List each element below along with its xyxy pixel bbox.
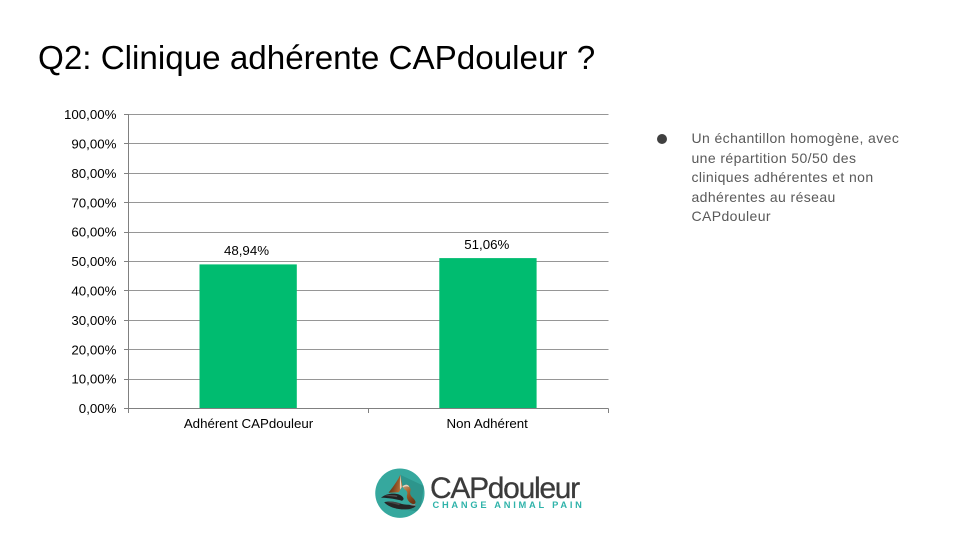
svg-text:Non Adhérent: Non Adhérent (447, 416, 529, 431)
svg-text:60,00%: 60,00% (71, 225, 116, 240)
svg-text:70,00%: 70,00% (71, 195, 116, 210)
svg-text:20,00%: 20,00% (71, 342, 116, 357)
svg-text:40,00%: 40,00% (71, 284, 116, 299)
svg-text:100,00%: 100,00% (64, 107, 117, 122)
svg-text:Adhérent CAPdouleur: Adhérent CAPdouleur (184, 416, 314, 431)
svg-text:90,00%: 90,00% (71, 137, 116, 152)
svg-text:0,00%: 0,00% (79, 401, 117, 416)
svg-text:10,00%: 10,00% (71, 372, 116, 387)
svg-text:80,00%: 80,00% (71, 166, 116, 181)
svg-text:30,00%: 30,00% (71, 313, 116, 328)
svg-text:51,06%: 51,06% (464, 237, 509, 252)
svg-text:48,94%: 48,94% (224, 243, 269, 258)
svg-text:50,00%: 50,00% (71, 254, 116, 269)
